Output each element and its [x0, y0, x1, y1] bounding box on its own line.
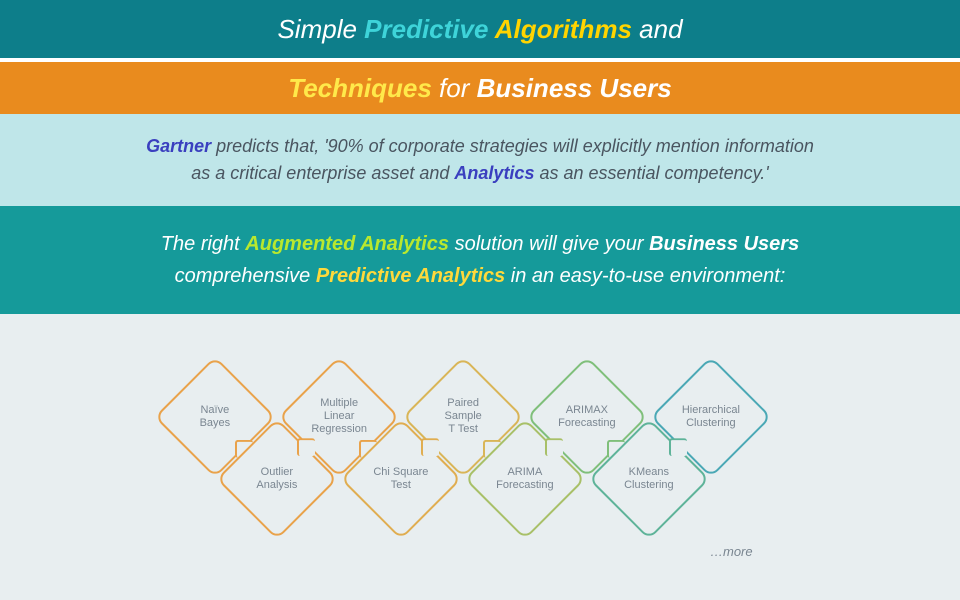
- text-span: Business Users: [649, 233, 799, 255]
- title-line-1: Simple Predictive Algorithms and: [277, 14, 682, 45]
- text-span: and: [639, 14, 682, 44]
- text-span: Techniques: [288, 73, 439, 103]
- quote-band: Gartner predicts that, '90% of corporate…: [0, 114, 960, 206]
- diamond-notch: [297, 438, 315, 456]
- diamond-notch: [421, 438, 439, 456]
- diamond-label: OutlierAnalysis: [236, 466, 318, 492]
- text-span: Analytics: [454, 163, 539, 183]
- title-band-1: Simple Predictive Algorithms and: [0, 0, 960, 58]
- diamond-label: ARIMAXForecasting: [546, 404, 628, 430]
- title-line-2: Techniques for Business Users: [288, 73, 671, 104]
- diamond-notch: [545, 438, 563, 456]
- more-label: …more: [710, 544, 753, 559]
- text-span: Augmented Analytics: [245, 233, 454, 255]
- text-span: in an easy-to-use environment:: [511, 265, 786, 287]
- text-span: Business Users: [477, 73, 672, 103]
- diamond-label: NaïveBayes: [174, 404, 256, 430]
- text-span: Algorithms: [495, 14, 639, 44]
- diamond-notch: [669, 438, 687, 456]
- diamond-diagram: NaïveBayes MultipleLinearRegression Paired…: [0, 314, 960, 600]
- text-span: for: [439, 73, 477, 103]
- diamond-label: HierarchicalClustering: [670, 404, 752, 430]
- text-span: The right: [161, 233, 245, 255]
- subtitle-text: The right Augmented Analytics solution w…: [120, 228, 840, 292]
- title-band-2: Techniques for Business Users: [0, 62, 960, 114]
- text-span: solution will give your: [455, 233, 650, 255]
- diamond-label: ARIMAForecasting: [484, 466, 566, 492]
- diamond-label: Chi SquareTest: [360, 466, 442, 492]
- diamond-label: PairedSampleT Test: [422, 397, 504, 437]
- diamond-label: KMeansClustering: [608, 466, 690, 492]
- text-span: Gartner: [146, 136, 216, 156]
- text-span: Simple: [277, 14, 364, 44]
- text-span: as an essential competency.': [539, 163, 768, 183]
- text-span: Predictive Analytics: [316, 265, 511, 287]
- quote-text: Gartner predicts that, '90% of corporate…: [140, 133, 820, 187]
- text-span: Predictive: [364, 14, 495, 44]
- diamond-label: MultipleLinearRegression: [298, 397, 380, 437]
- diagram-band: NaïveBayes MultipleLinearRegression Paired…: [0, 314, 960, 600]
- subtitle-band: The right Augmented Analytics solution w…: [0, 206, 960, 314]
- text-span: comprehensive: [175, 265, 316, 287]
